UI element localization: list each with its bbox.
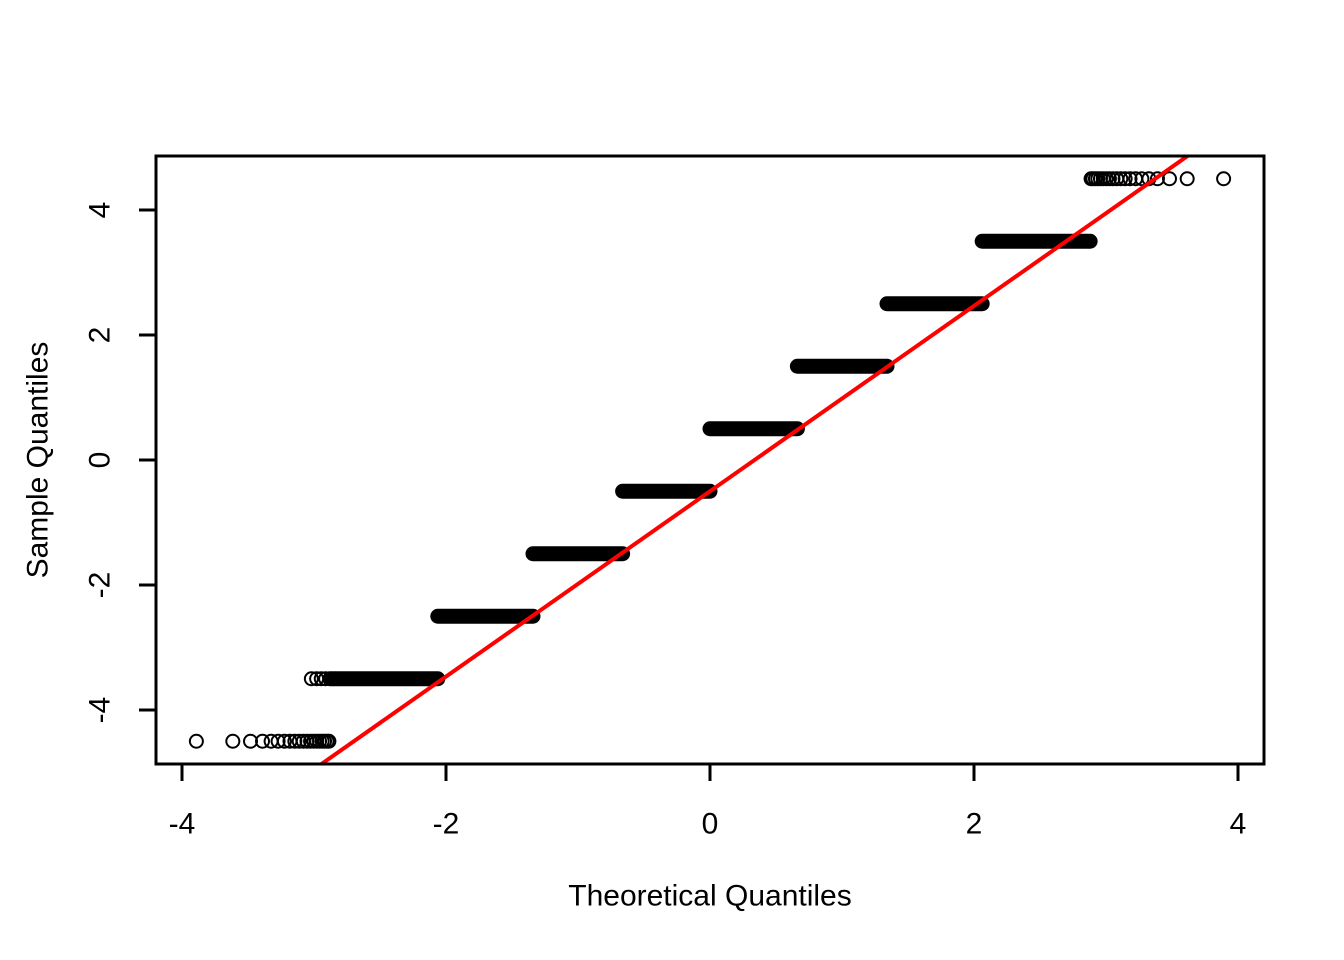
- data-point-circle: [1179, 171, 1195, 187]
- x-tick-label: 4: [1230, 808, 1247, 841]
- y-axis-title: Sample Quantiles: [22, 342, 55, 579]
- data-point-circle: [1113, 171, 1129, 187]
- x-tick-label: -4: [169, 808, 196, 841]
- y-tick-label: 2: [84, 327, 117, 344]
- data-point-circle: [1216, 171, 1232, 187]
- data-point-circle: [225, 733, 241, 749]
- data-points: [188, 171, 1232, 749]
- x-axis-title: Theoretical Quantiles: [568, 880, 851, 913]
- data-point-circle: [1161, 171, 1177, 187]
- data-point-circle: [1134, 171, 1150, 187]
- data-point-circle: [276, 733, 292, 749]
- data-point-circle: [303, 671, 319, 687]
- data-point-circle: [270, 733, 286, 749]
- data-point-circle: [1117, 171, 1133, 187]
- y-tick-label: 0: [84, 452, 117, 469]
- y-axis: 4 2 0 -2 -4: [84, 202, 156, 724]
- data-point-circle: [188, 733, 204, 749]
- qq-reference-line: [320, 156, 1189, 764]
- reference-line-layer: [320, 156, 1189, 764]
- x-tick-label: 2: [966, 808, 983, 841]
- data-point-circle: [321, 733, 337, 749]
- x-axis: -4 -2 0 2 4: [169, 764, 1247, 841]
- y-tick-label: 4: [84, 202, 117, 219]
- x-tick-label: 0: [702, 808, 719, 841]
- y-tick-label: -4: [84, 697, 117, 724]
- data-point-circle: [255, 733, 271, 749]
- data-point-circle: [1122, 171, 1138, 187]
- y-tick-label: -2: [84, 572, 117, 599]
- x-tick-label: -2: [433, 808, 460, 841]
- data-point-circle: [291, 733, 307, 749]
